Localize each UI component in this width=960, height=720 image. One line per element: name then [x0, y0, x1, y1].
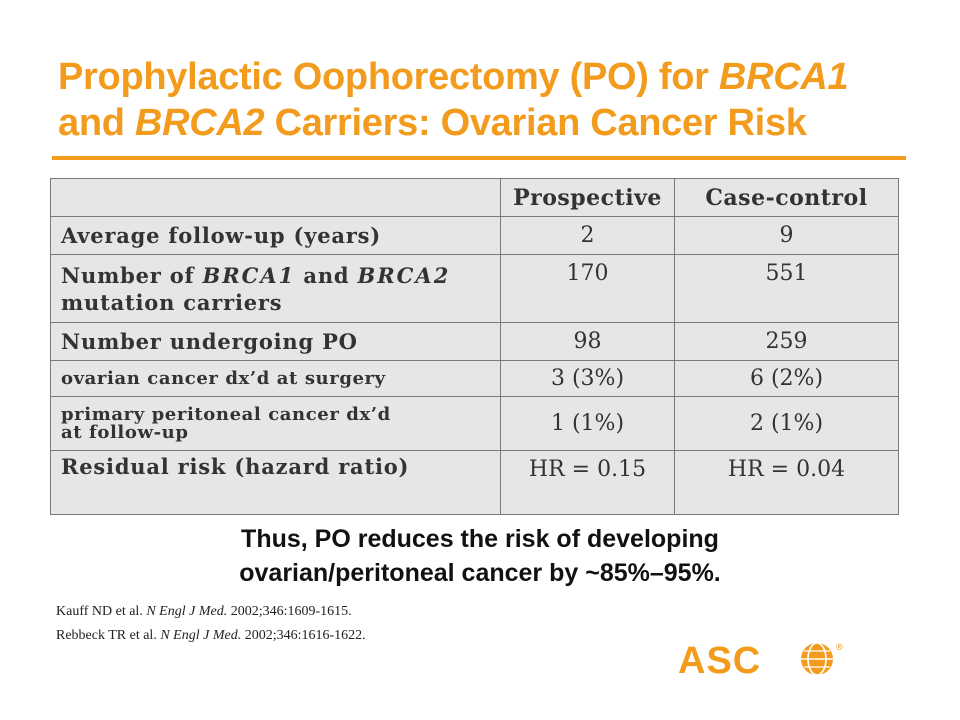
header-prospective: Prospective [500, 178, 675, 217]
carriers-gene-brca2: BRCA2 [357, 262, 451, 288]
cell-prospective: HR = 0.15 [500, 450, 675, 515]
cell-prospective: 170 [500, 254, 675, 323]
results-table: Prospective Case-control Average follow-… [50, 178, 899, 515]
peritoneal-label-line-2: at follow-up [61, 421, 189, 443]
carriers-label-and: and [295, 262, 358, 288]
cell-case-control: 551 [674, 254, 899, 323]
reference-journal: N Engl J Med. [160, 628, 242, 643]
cell-prospective: 2 [500, 216, 675, 255]
cell-case-control: HR = 0.04 [674, 450, 899, 515]
table-row: ovarian cancer dx’d at surgery 3 (3%) 6 … [50, 360, 899, 397]
registered-mark: ® [836, 642, 843, 652]
title-line-1-text: Prophylactic Oophorectomy (PO) for [58, 56, 719, 98]
cell-prospective: 98 [500, 322, 675, 361]
row-label-undergoing-po: Number undergoing PO [50, 322, 501, 361]
reference-detail: 2002;346:1609-1615. [227, 604, 352, 619]
title-gene-brca1: BRCA1 [718, 56, 849, 98]
cell-case-control: 9 [674, 216, 899, 255]
header-case-control: Case-control [674, 178, 899, 217]
cell-case-control: 2 (1%) [674, 396, 899, 451]
table-row: Number undergoing PO 98 259 [50, 322, 899, 361]
reference-item: Kauff ND et al. N Engl J Med. 2002;346:1… [56, 600, 366, 624]
conclusion-line-2: ovarian/peritoneal cancer by ~85%–95%. [239, 559, 721, 587]
row-label-peritoneal: primary peritoneal cancer dx’d at follow-… [50, 396, 501, 451]
reference-authors: Kauff ND et al. [56, 604, 147, 619]
title-line-1: Prophylactic Oophorectomy (PO) for BRCA1 [58, 54, 938, 100]
title-line-2-prefix: and [58, 102, 135, 144]
globe-icon [801, 642, 833, 676]
conclusion-text: Thus, PO reduces the risk of developing … [0, 522, 960, 590]
reference-item: Rebbeck TR et al. N Engl J Med. 2002;346… [56, 624, 366, 648]
row-label-carriers: Number of BRCA1 and BRCA2 mutation carrie… [50, 254, 501, 323]
slide-title: Prophylactic Oophorectomy (PO) for BRCA1… [58, 54, 938, 146]
references: Kauff ND et al. N Engl J Med. 2002;346:1… [56, 600, 366, 648]
title-line-2-suffix: Carriers: Ovarian Cancer Risk [264, 102, 807, 144]
title-line-2: and BRCA2 Carriers: Ovarian Cancer Risk [58, 100, 938, 146]
svg-text:ASC: ASC [678, 640, 761, 680]
cell-case-control: 6 (2%) [674, 360, 899, 397]
carriers-label-part: Number of [61, 262, 203, 288]
table-row: Residual risk (hazard ratio) HR = 0.15 H… [50, 450, 899, 515]
cell-prospective: 1 (1%) [500, 396, 675, 451]
reference-detail: 2002;346:1616-1622. [241, 628, 366, 643]
cell-case-control: 259 [674, 322, 899, 361]
table-row: Average follow-up (years) 2 9 [50, 216, 899, 255]
row-label-ovarian-surgery: ovarian cancer dx’d at surgery [50, 360, 501, 397]
row-label-residual-risk: Residual risk (hazard ratio) [50, 450, 501, 515]
title-divider [52, 156, 906, 160]
reference-journal: N Engl J Med. [146, 604, 228, 619]
carriers-gene-brca1: BRCA1 [202, 262, 296, 288]
carriers-label-line-2: mutation carriers [61, 289, 283, 315]
peritoneal-label-line-1: primary peritoneal cancer dx’d [61, 403, 391, 425]
table-row: Number of BRCA1 and BRCA2 mutation carrie… [50, 254, 899, 323]
table-row: primary peritoneal cancer dx’d at follow-… [50, 396, 899, 451]
reference-authors: Rebbeck TR et al. [56, 628, 161, 643]
table-header-row: Prospective Case-control [50, 178, 899, 217]
header-empty-cell [50, 178, 501, 217]
cell-prospective: 3 (3%) [500, 360, 675, 397]
asco-logo: ASC ® [678, 640, 843, 680]
conclusion-line-1: Thus, PO reduces the risk of developing [241, 525, 719, 553]
title-gene-brca2: BRCA2 [134, 102, 265, 144]
row-label-follow-up: Average follow-up (years) [50, 216, 501, 255]
